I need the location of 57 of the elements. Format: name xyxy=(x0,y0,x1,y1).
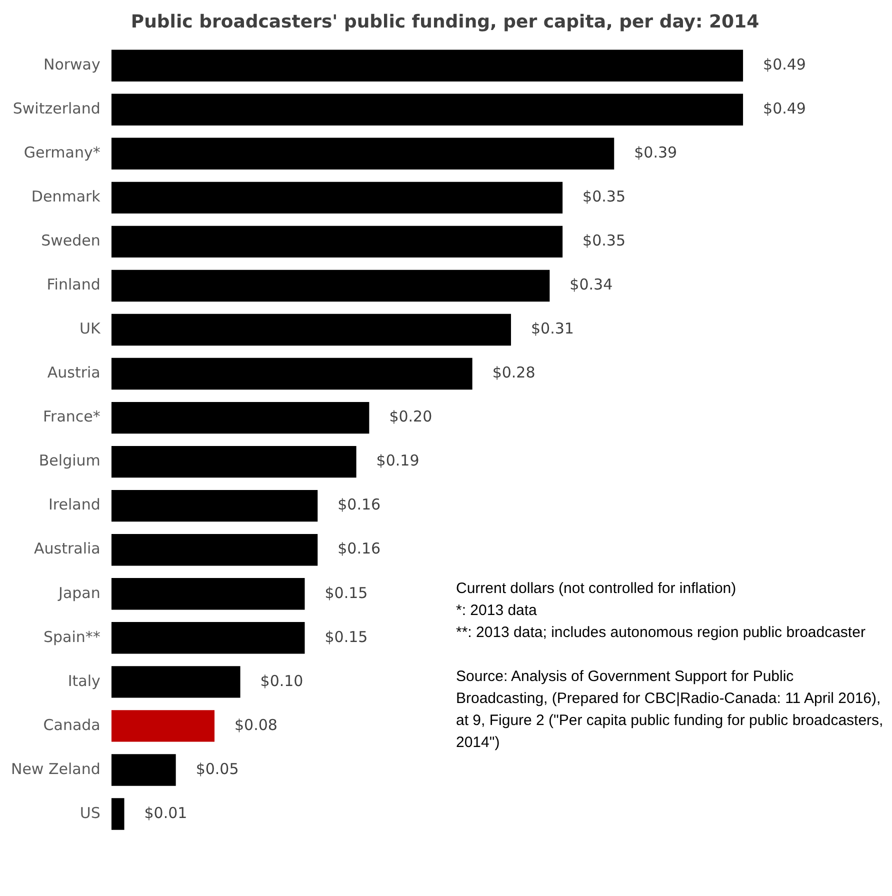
y-tick-label: Norway xyxy=(43,56,100,74)
bar xyxy=(111,402,370,434)
bar xyxy=(111,534,318,566)
y-tick-label: Ireland xyxy=(48,496,100,514)
data-label: $0.20 xyxy=(389,408,432,426)
data-label: $0.08 xyxy=(234,716,278,734)
annotation: Source: Analysis of Government Support for Public Broadcasting, (Prepared for CBC|Radio-Canada: 11 April 2016), at 9, Figure 2 ("Per capita public funding for public broadcasters, 2014") xyxy=(456,667,884,753)
y-tick-label: Spain** xyxy=(43,628,101,646)
y-tick-label: Denmark xyxy=(31,188,101,206)
bar xyxy=(111,270,550,302)
data-label: $0.49 xyxy=(763,100,806,118)
data-label: $0.19 xyxy=(376,452,420,470)
bar xyxy=(111,314,511,346)
bar xyxy=(111,358,472,390)
bar xyxy=(111,490,318,522)
data-label: $0.39 xyxy=(634,144,678,162)
data-label: $0.35 xyxy=(582,232,626,250)
y-tick-label: France* xyxy=(42,408,101,426)
y-tick-label: Germany* xyxy=(24,144,101,162)
y-tick-label: Belgium xyxy=(38,452,100,470)
data-label: $0.10 xyxy=(260,672,304,690)
bar xyxy=(111,710,215,742)
chart-title: Public broadcasters' public funding, per capita, per day: 2014 xyxy=(130,11,760,32)
bar xyxy=(111,754,176,786)
y-tick-label: Japan xyxy=(58,584,100,602)
y-tick-label: US xyxy=(80,804,100,822)
data-label: $0.15 xyxy=(324,628,368,646)
bar xyxy=(111,50,744,82)
bar xyxy=(111,226,563,258)
bar xyxy=(111,182,563,214)
data-label: $0.05 xyxy=(196,760,239,778)
data-label: $0.31 xyxy=(531,320,574,338)
y-tick-label: New Zeland xyxy=(10,760,100,778)
y-tick-label: Switzerland xyxy=(12,100,100,118)
data-label: $0.28 xyxy=(492,364,536,382)
y-tick-label: Australia xyxy=(34,540,100,558)
y-tick-label: Sweden xyxy=(41,232,100,250)
y-tick-label: Austria xyxy=(47,364,100,382)
data-label: $0.01 xyxy=(144,804,188,822)
y-tick-label: Canada xyxy=(43,716,100,734)
data-label: $0.35 xyxy=(582,188,626,206)
bar xyxy=(111,622,305,654)
data-label: $0.49 xyxy=(763,56,806,74)
y-tick-label: Finland xyxy=(46,276,100,294)
y-tick-label: Italy xyxy=(68,672,100,690)
bar xyxy=(111,446,356,478)
bar xyxy=(111,666,240,698)
annotation: Current dollars (not controlled for inflation) *: 2013 data **: 2013 data; includes autonomous region public broadcaster xyxy=(456,579,866,643)
data-label: $0.34 xyxy=(570,276,613,294)
data-label: $0.15 xyxy=(324,584,368,602)
bar xyxy=(111,138,614,170)
bar xyxy=(111,798,124,830)
y-tick-label: UK xyxy=(80,320,102,338)
data-label: $0.16 xyxy=(338,496,381,514)
bar xyxy=(111,94,744,126)
data-label: $0.16 xyxy=(338,540,381,558)
bar xyxy=(111,578,305,610)
